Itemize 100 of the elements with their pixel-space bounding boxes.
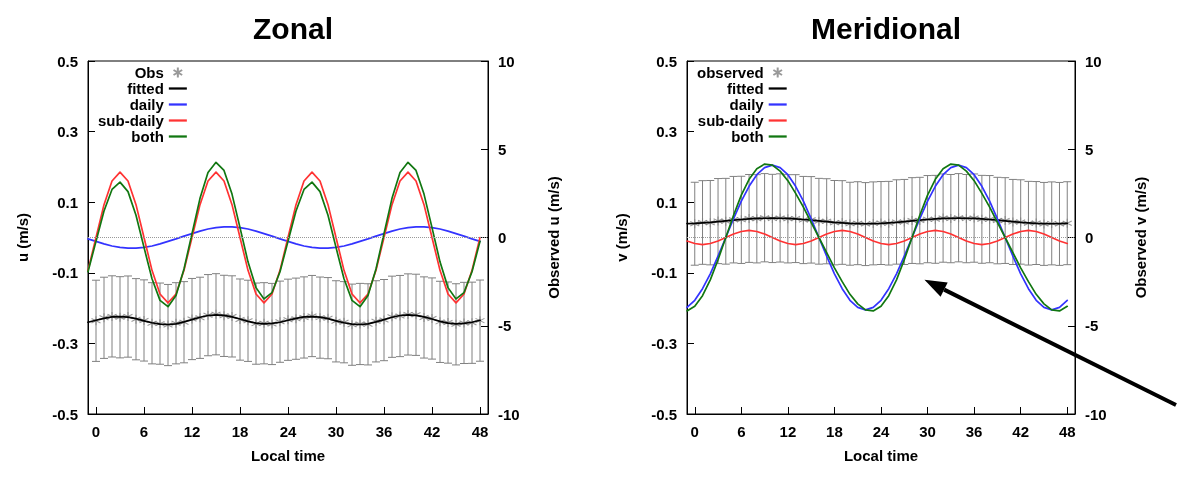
point [705, 217, 716, 228]
point [90, 315, 102, 326]
point [178, 317, 190, 328]
point [154, 318, 166, 329]
legend-label: sub-daily [97, 112, 165, 129]
point [969, 213, 980, 224]
point [114, 312, 126, 323]
y2-axis-title: Observed v (m/s) [1132, 176, 1149, 299]
point [474, 315, 486, 326]
x-tick-label: 36 [375, 423, 393, 440]
point [782, 213, 793, 224]
point [450, 319, 462, 330]
point [984, 214, 995, 225]
point [1023, 218, 1034, 229]
x-tick-label: 6 [139, 423, 149, 440]
point [790, 213, 801, 224]
y-tick-label: -0.3 [651, 334, 677, 352]
point [712, 216, 724, 227]
y-tick-label: 0.1 [656, 193, 677, 211]
legend-label: fitted [127, 80, 164, 97]
y2-tick-label: -5 [498, 317, 512, 335]
point [266, 318, 278, 330]
point [130, 314, 142, 325]
y2-tick-label: -5 [1085, 317, 1099, 335]
point [122, 311, 134, 322]
y-tick-label: -0.3 [52, 334, 78, 352]
x-tick-label: 24 [872, 423, 890, 440]
point [338, 317, 350, 328]
x-tick-label: 30 [919, 423, 936, 440]
y2-tick-label: -10 [498, 405, 520, 423]
point [945, 213, 956, 224]
point [314, 312, 326, 323]
y-tick-label: 0.3 [656, 123, 677, 141]
point [806, 214, 817, 225]
x-axis-title: Local time [843, 447, 919, 464]
point [242, 315, 254, 326]
point [883, 218, 894, 229]
point [226, 311, 238, 322]
point [98, 312, 110, 323]
point [1046, 218, 1057, 229]
point [194, 312, 206, 323]
point [466, 317, 478, 328]
point [354, 318, 366, 330]
x-tick-label: 18 [826, 423, 843, 440]
point [821, 216, 832, 227]
legend-label: Obs [134, 64, 164, 81]
point [720, 216, 731, 227]
point [961, 213, 972, 224]
point [775, 212, 786, 223]
point [751, 213, 762, 224]
point [1000, 215, 1011, 226]
y-tick-label: -0.1 [52, 264, 78, 282]
legend-label: both [731, 128, 764, 145]
line-series [686, 229, 1069, 246]
point [298, 312, 310, 323]
legend-label: fitted [727, 80, 764, 97]
x-tick-label: 48 [471, 423, 489, 440]
x-tick-label: 36 [965, 423, 983, 440]
point [852, 218, 863, 229]
point [813, 216, 824, 227]
point [170, 318, 182, 329]
point [202, 310, 214, 321]
point [306, 310, 318, 322]
point [434, 316, 446, 327]
y-tick-label: -0.5 [651, 405, 677, 423]
point [410, 309, 422, 320]
point [394, 310, 406, 322]
point [922, 214, 933, 225]
point [899, 216, 910, 228]
point [218, 310, 230, 321]
line-series [87, 226, 481, 249]
point [186, 313, 198, 325]
legend-label: sub-daily [697, 112, 765, 129]
y-tick-label: 0.5 [57, 52, 78, 70]
y2-tick-label: -10 [1085, 405, 1107, 423]
y2-tick-label: 0 [498, 229, 507, 246]
y-tick-label: 0.1 [57, 193, 78, 211]
legend-label: daily [129, 96, 165, 113]
x-tick-label: 0 [690, 423, 699, 440]
point [844, 218, 856, 229]
x-tick-label: 12 [183, 423, 201, 440]
x-tick-label: 18 [231, 423, 249, 440]
y-tick-label: 0.3 [57, 123, 78, 141]
point [162, 319, 174, 331]
point [697, 217, 708, 228]
y2-tick-label: 5 [1085, 140, 1094, 158]
y-axis-title: v (m/s) [613, 213, 630, 262]
point [906, 215, 918, 226]
y2-tick-label: 5 [498, 140, 507, 158]
y-tick-label: -0.1 [651, 264, 677, 282]
point [330, 316, 342, 327]
point [767, 213, 778, 224]
point [829, 217, 840, 228]
x-tick-label: 30 [327, 423, 345, 440]
point [953, 212, 964, 223]
point [868, 218, 879, 229]
chart-title: Zonal [253, 11, 333, 45]
legend-label: daily [729, 96, 765, 113]
point [976, 214, 987, 225]
y2-axis-title: Observed u (m/s) [545, 176, 562, 299]
